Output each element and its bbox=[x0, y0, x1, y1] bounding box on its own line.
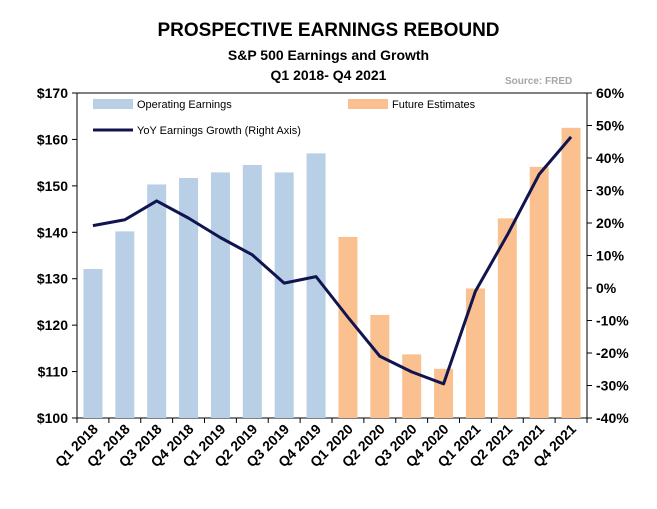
left-axis-tick-label: $140 bbox=[37, 224, 68, 240]
left-axis-tick-label: $160 bbox=[37, 131, 68, 147]
future-estimate-bar bbox=[561, 127, 581, 419]
right-axis-tick-label: -20% bbox=[596, 345, 629, 361]
legend-label-operating-earnings: Operating Earnings bbox=[137, 99, 232, 111]
source-note: Source: FRED bbox=[505, 76, 573, 87]
future-estimate-bar bbox=[402, 354, 422, 418]
yoy-growth-line bbox=[92, 135, 573, 386]
left-axis-tick-label: $170 bbox=[37, 85, 68, 101]
left-axis-tick-label: $110 bbox=[38, 364, 69, 380]
operating-earnings-bar bbox=[83, 268, 103, 418]
right-axis-tick-label: 10% bbox=[596, 248, 625, 264]
right-axis-tick-label: 0% bbox=[596, 280, 617, 296]
chart-date-range: Q1 2018- Q4 2021 bbox=[270, 67, 387, 83]
left-axis-tick-label: $120 bbox=[37, 317, 68, 333]
right-axis-tick-label: 40% bbox=[596, 150, 625, 166]
chart-subtitle: S&P 500 Earnings and Growth bbox=[227, 47, 430, 63]
right-axis-tick-label: -40% bbox=[596, 410, 629, 426]
chart-title: PROSPECTIVE EARNINGS REBOUND bbox=[157, 20, 500, 41]
right-axis-tick-label: -10% bbox=[596, 313, 629, 329]
operating-earnings-bar bbox=[242, 164, 262, 418]
future-estimate-bar bbox=[529, 166, 549, 418]
legend-swatch-future-estimates bbox=[348, 99, 388, 109]
right-axis-tick-label: 50% bbox=[596, 118, 625, 134]
right-axis-tick-label: 30% bbox=[596, 183, 625, 199]
legend-label-yoy-growth: YoY Earnings Growth (Right Axis) bbox=[137, 125, 301, 137]
right-axis-tick-label: 20% bbox=[596, 215, 625, 231]
legend-swatch-operating-earnings bbox=[93, 99, 133, 109]
operating-earnings-bar bbox=[306, 153, 326, 418]
operating-earnings-bar bbox=[115, 231, 135, 418]
operating-earnings-bar bbox=[179, 177, 199, 418]
future-estimate-bar bbox=[465, 288, 485, 418]
right-axis-tick-label: 60% bbox=[596, 85, 625, 101]
future-estimate-bar bbox=[338, 236, 358, 418]
operating-earnings-bar bbox=[274, 172, 294, 418]
future-estimate-bar bbox=[434, 368, 454, 418]
right-axis-tick-label: -30% bbox=[596, 378, 629, 394]
future-estimate-bar bbox=[370, 314, 390, 418]
left-axis-tick-label: $100 bbox=[37, 410, 68, 426]
operating-earnings-bar bbox=[210, 172, 230, 418]
operating-earnings-bar bbox=[147, 184, 167, 418]
legend-label-future-estimates: Future Estimates bbox=[392, 99, 476, 111]
left-axis-tick-label: $130 bbox=[37, 271, 68, 287]
left-axis-tick-label: $150 bbox=[37, 178, 68, 194]
future-estimate-bar bbox=[497, 218, 517, 418]
